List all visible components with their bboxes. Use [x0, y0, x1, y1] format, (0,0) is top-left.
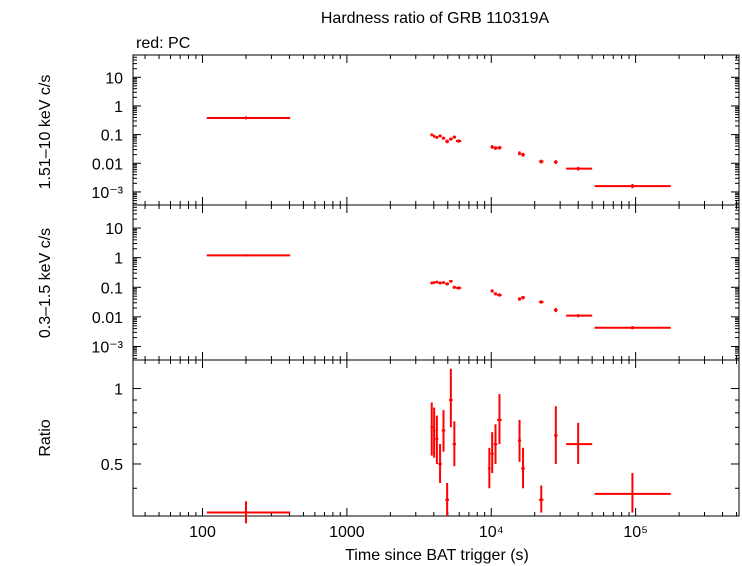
data-point [441, 281, 446, 284]
data-point [435, 135, 439, 139]
panel-middle-soft-band: 10 1 0.1 0.01 10⁻³ [91, 204, 740, 361]
data-point [566, 314, 593, 318]
data-point [538, 300, 544, 304]
data-point [441, 136, 446, 140]
data-point [456, 139, 462, 143]
data-point [206, 501, 291, 524]
y-tick-label: 10 [105, 221, 123, 238]
data-point [438, 134, 442, 138]
data-point [497, 146, 502, 150]
data-point [538, 159, 544, 164]
y-tick-label: 10⁻³ [91, 339, 123, 356]
data-point [521, 152, 525, 157]
y-tick-label: 1 [114, 382, 123, 399]
data-point [452, 285, 457, 289]
data-point [452, 135, 457, 139]
y-tick-label: 10 [105, 70, 123, 87]
data-point [594, 183, 671, 189]
data-point [521, 295, 525, 300]
data-point [435, 280, 439, 284]
data-point [594, 326, 671, 330]
data-point [517, 297, 522, 301]
data-point [566, 422, 593, 464]
chart-subtitle: red: PC [136, 35, 190, 52]
y-tick-label: 10⁻³ [91, 185, 123, 202]
y-tick-label: 1 [114, 99, 123, 116]
data-point [435, 415, 439, 464]
panel-bottom-ratio: 1 0.5 100 1000 10⁴ 10⁵ [101, 359, 740, 541]
y-tick-label: 0.01 [92, 156, 123, 173]
data-point [456, 286, 462, 290]
data-point [553, 406, 558, 464]
data-point [206, 116, 291, 120]
data-point [490, 432, 494, 474]
data-point [433, 407, 436, 458]
x-tick-label: 100 [189, 524, 216, 541]
data-point [430, 281, 434, 285]
data-point [490, 145, 494, 149]
data-point [433, 134, 436, 138]
chart-title: Hardness ratio of GRB 110319A [321, 10, 550, 27]
data-point [517, 419, 522, 462]
data-point [438, 444, 442, 483]
data-point [441, 410, 446, 452]
data-point [449, 137, 453, 141]
panel-frame [132, 54, 740, 206]
y-tick-label: 1 [114, 251, 123, 268]
data-point [594, 473, 671, 513]
data-point [493, 424, 498, 464]
data-point [430, 402, 434, 456]
data-point [566, 166, 593, 171]
data-point [517, 151, 522, 156]
y-tick-label: 0.5 [101, 457, 123, 474]
y-tick-label: 0.1 [101, 280, 123, 297]
data-point [493, 292, 498, 296]
x-axis-label: Time since BAT trigger (s) [345, 547, 529, 564]
y-tick-label: 0.01 [92, 310, 123, 327]
data-point [553, 307, 558, 313]
data-point [445, 482, 450, 516]
data-point [488, 447, 491, 489]
data-point [433, 281, 436, 284]
panel-top-hard-band: 10 1 0.1 0.01 10⁻³ [91, 54, 740, 206]
data-point [445, 139, 450, 144]
data-point [493, 146, 498, 151]
y-tick-label: 0.1 [101, 128, 123, 145]
panel-frame [132, 359, 740, 517]
data-point [538, 485, 544, 513]
data-point [449, 279, 453, 283]
data-point [521, 447, 525, 489]
data-point [445, 282, 450, 286]
x-tick-label: 10⁵ [623, 524, 647, 541]
data-point [430, 133, 434, 137]
x-tick-label: 1000 [329, 524, 365, 541]
data-point [206, 254, 291, 257]
data-point [449, 368, 453, 428]
bottom-y-axis-label: Ratio [37, 419, 54, 456]
top-y-axis-label: 1.51–10 keV c/s [37, 75, 54, 190]
data-point [452, 421, 457, 467]
middle-y-axis-label: 0.3–1.5 keV c/s [37, 228, 54, 338]
data-point [553, 160, 558, 165]
data-point [497, 293, 502, 297]
x-tick-label: 10⁴ [479, 524, 504, 541]
data-point [490, 289, 494, 293]
data-point [497, 394, 502, 445]
data-point [438, 281, 442, 285]
